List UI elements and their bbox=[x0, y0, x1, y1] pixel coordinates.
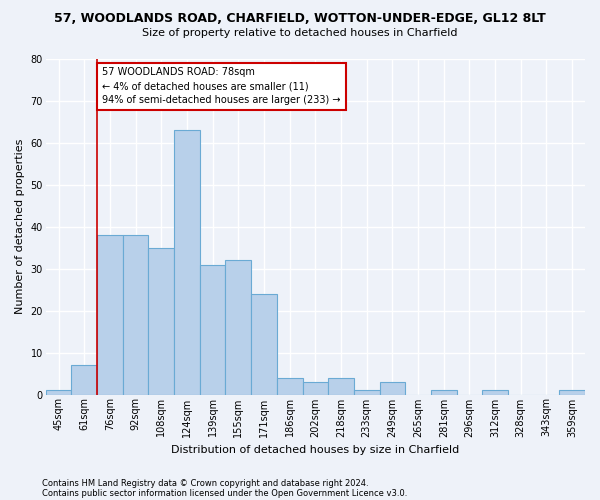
Bar bbox=[328, 378, 354, 394]
Y-axis label: Number of detached properties: Number of detached properties bbox=[15, 139, 25, 314]
Bar bbox=[302, 382, 328, 394]
Bar bbox=[277, 378, 302, 394]
Bar bbox=[482, 390, 508, 394]
Bar bbox=[431, 390, 457, 394]
Bar bbox=[123, 235, 148, 394]
Bar bbox=[200, 264, 226, 394]
Bar bbox=[354, 390, 380, 394]
Bar bbox=[71, 365, 97, 394]
Text: Contains public sector information licensed under the Open Government Licence v3: Contains public sector information licen… bbox=[42, 488, 407, 498]
Bar bbox=[251, 294, 277, 394]
Bar bbox=[226, 260, 251, 394]
Text: Contains HM Land Registry data © Crown copyright and database right 2024.: Contains HM Land Registry data © Crown c… bbox=[42, 478, 368, 488]
Bar bbox=[97, 235, 123, 394]
Bar bbox=[380, 382, 405, 394]
Bar bbox=[559, 390, 585, 394]
X-axis label: Distribution of detached houses by size in Charfield: Distribution of detached houses by size … bbox=[171, 445, 460, 455]
Bar bbox=[174, 130, 200, 394]
Text: 57 WOODLANDS ROAD: 78sqm
← 4% of detached houses are smaller (11)
94% of semi-de: 57 WOODLANDS ROAD: 78sqm ← 4% of detache… bbox=[102, 68, 341, 106]
Bar bbox=[46, 390, 71, 394]
Text: Size of property relative to detached houses in Charfield: Size of property relative to detached ho… bbox=[142, 28, 458, 38]
Text: 57, WOODLANDS ROAD, CHARFIELD, WOTTON-UNDER-EDGE, GL12 8LT: 57, WOODLANDS ROAD, CHARFIELD, WOTTON-UN… bbox=[54, 12, 546, 26]
Bar bbox=[148, 248, 174, 394]
